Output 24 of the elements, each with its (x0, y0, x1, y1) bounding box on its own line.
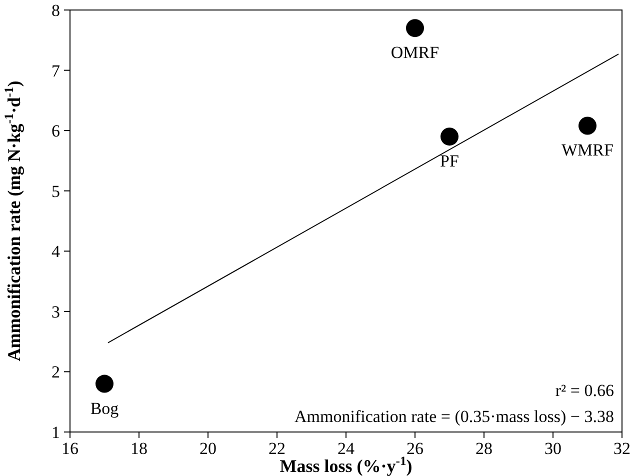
annotation: WMRF (562, 140, 614, 160)
point (578, 116, 596, 135)
x-tick-label: 16 (62, 439, 78, 458)
y-tick-label: 8 (52, 1, 60, 20)
x-tick-label: 32 (614, 439, 630, 458)
y-tick-label: 5 (52, 182, 60, 201)
annotation: r² = 0.66 (555, 381, 614, 400)
annotation: Bog (90, 398, 120, 418)
x-tick-label: 30 (544, 439, 562, 458)
y-tick-label: 1 (52, 423, 60, 442)
y-tick-label: 3 (52, 302, 60, 322)
y-tick-label: 7 (52, 61, 60, 80)
annotation: OMRF (390, 43, 440, 62)
y-tick-label: 6 (52, 122, 60, 141)
annotation: PF (440, 152, 459, 171)
point (406, 19, 424, 38)
x-tick-label: 18 (130, 439, 148, 458)
y-tick-label: 4 (52, 242, 60, 262)
x-tick-label: 20 (200, 439, 216, 458)
y-tick-label: 2 (52, 362, 60, 382)
x-tick-label: 28 (476, 439, 492, 458)
annotation: Ammonification rate = (0.35·mass loss) − 3.38 (294, 407, 614, 426)
point (440, 128, 458, 146)
point (96, 374, 114, 393)
